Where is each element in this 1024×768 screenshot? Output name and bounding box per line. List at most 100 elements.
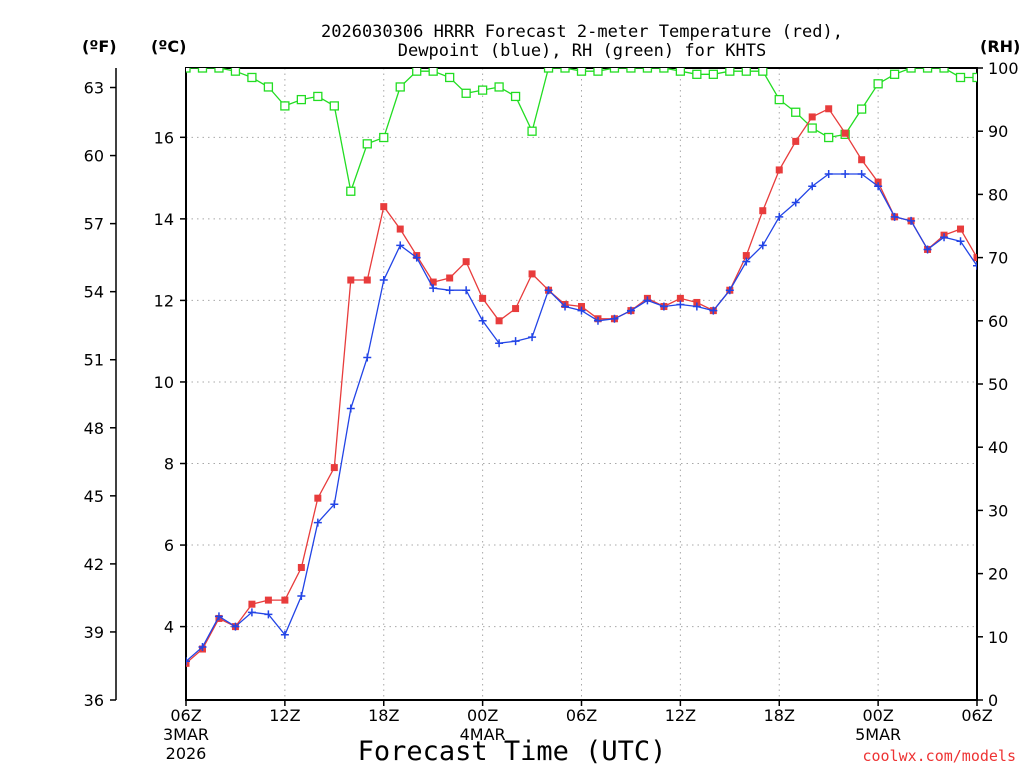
dewpoint-point [478, 316, 487, 325]
x-axis-label: Forecast Time (UTC) [358, 736, 667, 767]
rh-point [955, 72, 966, 83]
dewpoint-point [626, 306, 635, 315]
dewpoint-point [561, 302, 570, 311]
x-tick-label: 06Z [170, 706, 201, 725]
temperature-point [264, 596, 272, 604]
rh-point [972, 72, 977, 83]
dewpoint-point [593, 316, 602, 325]
dewpoint-point [412, 253, 421, 262]
temperature-point [578, 303, 585, 311]
temperature-point [446, 274, 454, 282]
fahrenheit-tick-label: 60 [84, 147, 104, 166]
dewpoint-point [874, 182, 883, 191]
rh-point [642, 68, 653, 73]
rh-point [527, 126, 537, 136]
dewpoint-point [396, 241, 405, 250]
dewpoint-point [890, 212, 899, 221]
x-tick-label: 18Z [764, 706, 795, 725]
fahrenheit-tick-label: 57 [84, 215, 104, 234]
rh-point [346, 186, 356, 196]
rh-point [659, 68, 669, 73]
temperature-point [775, 166, 783, 174]
dewpoint-point [363, 353, 372, 362]
dewpoint-point [577, 306, 586, 315]
temperature-point [297, 563, 305, 571]
dewpoint-point [528, 333, 537, 342]
rh-tick-label: 20 [988, 565, 1008, 584]
dewpoint-point [280, 630, 289, 639]
right-axis-unit-rh: (RH) [980, 37, 1020, 56]
fahrenheit-tick-label: 39 [84, 623, 104, 642]
rh-tick-label: 0 [988, 691, 998, 710]
celsius-tick-label: 10 [154, 373, 174, 392]
temperature-point [479, 294, 487, 302]
dewpoint-point [956, 237, 965, 246]
celsius-tick-label: 12 [154, 291, 174, 310]
dewpoint-point [495, 339, 504, 348]
temperature-point [676, 294, 684, 302]
temperature-point [186, 659, 190, 667]
temperature-point [742, 252, 750, 260]
x-tick-date-label: 3MAR [163, 725, 209, 744]
temperature-point [396, 225, 404, 233]
rh-tick-label: 40 [988, 438, 1008, 457]
rh-point [609, 68, 620, 73]
dewpoint-point [445, 286, 454, 295]
rh-point [362, 139, 372, 149]
dewpoint-point [758, 241, 767, 250]
temperature-point [512, 305, 520, 313]
dewpoint-point [857, 170, 866, 179]
x-tick-label: 18Z [368, 706, 399, 725]
dewpoint-point [297, 592, 306, 601]
rh-tick-label: 50 [988, 375, 1008, 394]
rh-point [692, 69, 702, 79]
rh-point [477, 85, 488, 95]
rh-point [725, 68, 735, 76]
dewpoint-point [264, 610, 273, 619]
dewpoint-point [709, 306, 718, 315]
rh-point [856, 104, 867, 114]
temperature-point [462, 258, 470, 266]
dewpoint-point [313, 518, 322, 527]
dewpoint-point [511, 337, 520, 346]
rh-point [906, 68, 916, 73]
x-tick-label: 06Z [566, 706, 597, 725]
fahrenheit-tick-label: 36 [84, 691, 104, 710]
x-tick-year-label: 2026 [166, 744, 207, 763]
rh-point [379, 132, 389, 143]
rh-tick-label: 10 [988, 628, 1008, 647]
x-tick-date-label: 5MAR [855, 725, 901, 744]
x-tick-label: 06Z [961, 706, 992, 725]
temperature-point [858, 156, 866, 164]
rh-point [412, 68, 422, 76]
dewpoint-point [923, 245, 932, 254]
dewpoint-point [247, 608, 256, 617]
rh-point [708, 69, 718, 79]
rh-point [395, 82, 405, 92]
fahrenheit-tick-label: 45 [84, 487, 104, 506]
left-axis-unit-fahrenheit: (ºF) [82, 37, 117, 56]
temperature-point [281, 596, 289, 604]
rh-point [791, 107, 801, 117]
rh-point [230, 68, 241, 76]
dewpoint-point [544, 286, 553, 295]
fahrenheit-tick-label: 63 [84, 79, 104, 98]
dewpoint-point [692, 302, 701, 311]
temperature-point [825, 105, 833, 113]
rh-point [263, 82, 274, 92]
temperature-point [792, 137, 800, 145]
rh-point [197, 68, 208, 73]
dewpoint-series [186, 170, 977, 666]
dewpoint-point [610, 314, 619, 323]
rh-point [807, 123, 817, 133]
left-axis-unit-celsius: (ºC) [151, 37, 186, 56]
chart-title-line-1: 2026030306 HRRR Forecast 2-meter Tempera… [321, 22, 843, 42]
temperature-point [314, 494, 322, 502]
rh-tick-label: 30 [988, 501, 1008, 520]
temperature-point [759, 207, 767, 215]
rh-point [593, 68, 603, 76]
watermark: coolwx.com/models [862, 747, 1016, 765]
dewpoint-point [725, 286, 734, 295]
